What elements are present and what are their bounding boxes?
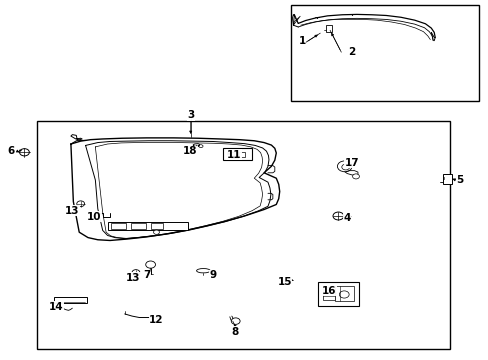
Bar [322,287,334,300]
Circle shape [77,201,84,207]
Text: 13: 13 [65,206,80,216]
Circle shape [337,161,351,172]
Circle shape [20,149,29,156]
Circle shape [332,212,343,220]
Text: 14: 14 [49,302,63,312]
Circle shape [153,230,159,234]
Text: 15: 15 [277,276,291,287]
Bar [334,286,353,301]
Ellipse shape [196,269,210,273]
Circle shape [341,164,349,170]
Circle shape [231,318,240,324]
Bar [37,121,449,349]
Bar [317,282,359,306]
Text: 18: 18 [182,146,197,156]
Text: 16: 16 [321,285,336,296]
Text: 4: 4 [343,213,350,223]
Text: 6: 6 [7,146,14,156]
Bar [107,222,188,230]
Bar [238,152,245,157]
Text: 17: 17 [344,158,359,168]
Text: 7: 7 [142,270,150,280]
Bar [111,223,126,229]
Bar [150,223,163,229]
Circle shape [145,261,155,268]
Bar [325,25,331,32]
Text: 12: 12 [149,315,163,325]
Text: 9: 9 [209,270,216,280]
Text: 2: 2 [348,47,355,57]
Text: 5: 5 [455,175,462,185]
Circle shape [132,270,140,275]
Circle shape [352,174,359,179]
Bar [131,223,145,229]
Bar [223,148,252,160]
Bar [442,174,451,184]
Bar [230,152,237,158]
Text: 13: 13 [125,273,140,283]
Bar [54,297,87,303]
Text: 1: 1 [298,36,305,46]
Text: 8: 8 [231,327,238,337]
Text: 10: 10 [86,212,101,222]
Text: 11: 11 [226,150,241,160]
Bar [290,5,478,101]
Text: 3: 3 [187,110,194,120]
Circle shape [339,291,348,298]
